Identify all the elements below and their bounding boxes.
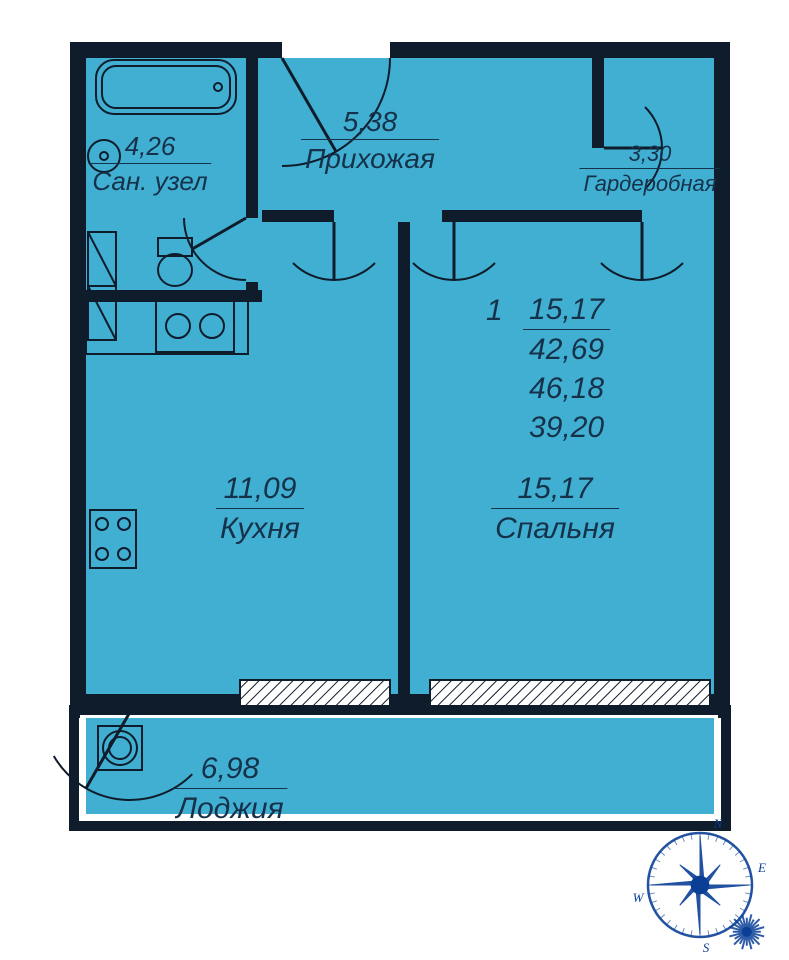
loggia-name: Лоджия [172, 790, 287, 828]
svg-text:W: W [633, 890, 645, 905]
summary-total-with-loggia: 42,69 [486, 330, 610, 369]
kitchen-area: 11,09 [216, 470, 304, 509]
hallway-area: 5,38 [301, 104, 439, 140]
summary-total-full: 46,18 [486, 369, 610, 408]
wardrobe-area: 3,30 [579, 140, 720, 169]
kitchen-name: Кухня [216, 510, 304, 548]
label-bathroom: 4,26 Сан. узел [88, 130, 211, 197]
wardrobe-name: Гардеробная [579, 170, 720, 198]
label-hallway: 5,38 Прихожая [301, 104, 439, 176]
bathroom-name: Сан. узел [88, 165, 211, 198]
summary-rooms-count: 1 [486, 291, 515, 330]
summary-total-reduced: 39,20 [486, 408, 610, 447]
label-wardrobe: 3,30 Гардеробная [579, 140, 720, 197]
loggia-area: 6,98 [172, 750, 287, 789]
summary-living-area: 15,17 [523, 290, 610, 330]
floor-plan-stage: N E S W 4,26 Сан. узел 5,38 Прихожая 3,30 Г… [0, 0, 789, 960]
compass-rose: N E S W [633, 816, 766, 955]
hallway-name: Прихожая [301, 141, 439, 176]
svg-text:E: E [757, 860, 766, 875]
bedroom-area: 15,17 [491, 470, 619, 509]
svg-text:N: N [713, 816, 724, 831]
bathroom-area: 4,26 [88, 130, 211, 164]
summary-block: 1 15,17 42,69 46,18 39,20 [486, 290, 610, 447]
bedroom-name: Спальня [491, 510, 619, 548]
label-kitchen: 11,09 Кухня [216, 470, 304, 547]
label-loggia: 6,98 Лоджия [172, 750, 287, 827]
label-bedroom: 15,17 Спальня [491, 470, 619, 547]
svg-text:S: S [703, 940, 710, 955]
